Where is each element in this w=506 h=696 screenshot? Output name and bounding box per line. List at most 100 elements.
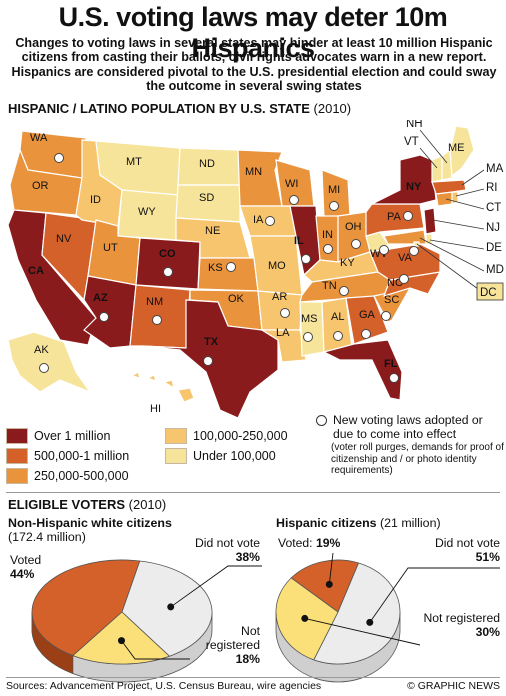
new-law-marker-sc bbox=[381, 311, 391, 321]
new-law-marker-ia bbox=[265, 216, 275, 226]
pie2-title: Hispanic citizens (21 million) bbox=[276, 516, 441, 530]
pie1-label-voted-name: Voted bbox=[10, 553, 42, 567]
pie1-leader-not-registered bbox=[117, 637, 190, 660]
state-label-ky: KY bbox=[340, 257, 355, 269]
state-hi bbox=[130, 371, 195, 403]
new-law-marker-al bbox=[333, 331, 343, 341]
callout-line-vt bbox=[419, 147, 438, 169]
state-label-nm: NM bbox=[146, 296, 163, 308]
pie2-label-not-registered: Not registered 30% bbox=[420, 611, 500, 639]
pie1-label-voted-value: 44% bbox=[10, 567, 35, 581]
state-label-sc: SC bbox=[384, 294, 399, 306]
pie1-label-not-registered-value: 18% bbox=[235, 652, 260, 666]
callout-line-md bbox=[419, 237, 485, 272]
state-label-pa: PA bbox=[387, 211, 402, 223]
new-law-marker-icon bbox=[316, 415, 327, 426]
legend-label-100k-250k: 100,000-250,000 bbox=[193, 429, 288, 443]
pie2-slice-voted bbox=[290, 559, 360, 613]
state-label-md: MD bbox=[486, 264, 504, 276]
new-law-marker-ms bbox=[303, 332, 313, 342]
pie1-subtitle: (172.4 million) bbox=[8, 530, 86, 544]
state-label-az: AZ bbox=[93, 292, 108, 304]
state-ga bbox=[345, 295, 389, 345]
state-me bbox=[449, 125, 475, 178]
standfirst: Changes to voting laws in several states… bbox=[11, 36, 497, 94]
us-map: WA OR CA NV ID MT WY UT AZ CO NM ND SD NE KS OK TX MN IA MO… bbox=[7, 120, 504, 419]
state-label-ca: CA bbox=[28, 265, 44, 277]
new-law-marker-va bbox=[409, 246, 419, 256]
state-label-oh: OH bbox=[345, 221, 362, 233]
new-law-marker-ga bbox=[361, 329, 371, 339]
state-label-ok: OK bbox=[228, 293, 245, 305]
state-label-ks: KS bbox=[208, 262, 223, 274]
pie1-label-did-not-vote-value: 38% bbox=[235, 550, 260, 564]
new-law-marker-mi bbox=[329, 201, 339, 211]
pie2-leader-did-not-vote bbox=[366, 567, 500, 626]
callout-line-nj bbox=[432, 219, 485, 230]
pie1-slice-voted bbox=[31, 559, 141, 657]
state-label-ri: RI bbox=[486, 182, 498, 194]
pie2-title-text: Hispanic citizens bbox=[276, 516, 377, 530]
new-law-marker-ar bbox=[280, 308, 290, 318]
new-law-marker-nm bbox=[152, 315, 162, 325]
state-label-mi: MI bbox=[328, 184, 340, 196]
state-nh bbox=[441, 148, 453, 181]
state-label-or: OR bbox=[32, 180, 49, 192]
state-la bbox=[259, 329, 307, 363]
state-label-ms: MS bbox=[301, 313, 318, 325]
state-fl bbox=[322, 339, 403, 401]
legend-swatch-500k-1m bbox=[6, 448, 28, 464]
state-label-nh: NH bbox=[406, 120, 423, 130]
pie2-label-voted: Voted: 19% bbox=[278, 536, 340, 550]
pie2-label-did-not-vote-value: 51% bbox=[475, 550, 500, 564]
pie2-label-not-registered-value: 30% bbox=[475, 625, 500, 639]
legend-item-over-1m: Over 1 million bbox=[6, 428, 110, 444]
state-ma bbox=[431, 179, 467, 195]
state-nj bbox=[423, 207, 437, 235]
state-label-ct: CT bbox=[486, 202, 501, 214]
voters-section-title: ELIGIBLE VOTERS (2010) bbox=[8, 497, 166, 512]
state-label-ut: UT bbox=[103, 242, 118, 254]
state-label-de: DE bbox=[486, 242, 502, 254]
pie1-leader-did-not-vote bbox=[167, 565, 262, 611]
pie2-slices bbox=[275, 559, 401, 683]
legend-swatch-over-1m bbox=[6, 428, 28, 444]
state-label-in: IN bbox=[322, 229, 333, 241]
state-label-sd: SD bbox=[199, 192, 214, 204]
pie1-label-not-registered: Not registered 18% bbox=[190, 624, 260, 666]
state-mn bbox=[237, 149, 283, 207]
pie1-label-voted: Voted 44% bbox=[10, 553, 41, 581]
map-section-title: HISPANIC / LATINO POPULATION BY U.S. STA… bbox=[8, 101, 351, 116]
state-label-ma: MA bbox=[486, 163, 504, 175]
state-nc bbox=[383, 271, 442, 297]
new-law-marker-wi bbox=[289, 195, 299, 205]
new-laws-note: New voting laws adopted or due to come i… bbox=[316, 413, 504, 477]
pie2-label-did-not-vote: Did not vote 51% bbox=[420, 536, 500, 564]
callouts-layer: NH VT MA RI CT NJ DE MD DC bbox=[404, 120, 504, 301]
state-md bbox=[383, 229, 427, 245]
state-label-fl: FL bbox=[384, 358, 398, 370]
map-section-title-text: HISPANIC / LATINO POPULATION BY U.S. STA… bbox=[8, 101, 310, 116]
footer-credit: © GRAPHIC NEWS bbox=[407, 680, 500, 692]
pie1-label-not-registered-name: Not registered bbox=[205, 624, 260, 652]
note-title: New voting laws adopted or due to come i… bbox=[333, 413, 483, 441]
pie2-leader-not-registered bbox=[301, 614, 421, 646]
legend-swatch-under-100k bbox=[165, 448, 187, 464]
new-law-marker-tx bbox=[203, 356, 213, 366]
legend-swatch-250k-500k bbox=[6, 468, 28, 484]
dc-box bbox=[476, 282, 504, 301]
new-law-marker-az bbox=[99, 312, 109, 322]
state-label-wa: WA bbox=[30, 132, 48, 144]
new-law-marker-fl bbox=[389, 373, 399, 383]
state-label-ga: GA bbox=[359, 309, 376, 321]
map-section-year: (2010) bbox=[313, 101, 352, 116]
state-label-nv: NV bbox=[56, 233, 72, 245]
state-label-ak: AK bbox=[34, 344, 49, 356]
new-law-marker-in bbox=[323, 244, 333, 254]
pie1-title: Non-Hispanic white citizens (172.4 milli… bbox=[8, 516, 172, 544]
new-law-marker-wv bbox=[379, 245, 389, 255]
state-label-vt: VT bbox=[404, 136, 419, 148]
pie2-subtitle: (21 million) bbox=[380, 516, 441, 530]
state-label-ne: NE bbox=[205, 225, 220, 237]
footer-sources: Sources: Advancement Project, U.S. Censu… bbox=[6, 680, 322, 692]
